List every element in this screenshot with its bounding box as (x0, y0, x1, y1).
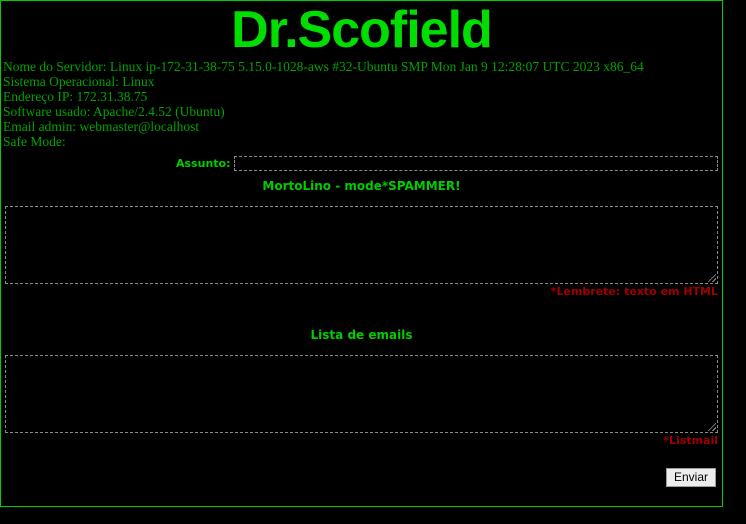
message-note: *Lembrete: texto em HTML (550, 285, 718, 298)
server-info: Nome do Servidor: Linux ip-172-31-38-75 … (1, 59, 722, 149)
resize-grip-icon[interactable] (705, 420, 716, 431)
message-textarea-wrap (5, 206, 718, 284)
server-info-line-safe-mode: Safe Mode: (3, 134, 66, 149)
emails-note: *Listmail (663, 434, 718, 447)
server-info-line-software: Software usado: Apache/2.4.52 (Ubuntu) (3, 104, 225, 119)
server-info-line-hostname: Nome do Servidor: Linux ip-172-31-38-75 … (3, 59, 644, 74)
page-title: Dr.Scofield (231, 1, 493, 59)
server-info-line-os: Sistema Operacional: Linux (3, 74, 155, 89)
message-textarea[interactable] (5, 206, 718, 284)
submit-row: Enviar (1, 468, 722, 487)
emails-textarea[interactable] (5, 355, 718, 433)
subject-row: Assunto: (176, 156, 718, 171)
resize-grip-icon[interactable] (705, 271, 716, 282)
subject-label: Assunto: (176, 157, 231, 170)
message-heading: MortoLino - mode*SPAMMER! (262, 179, 461, 193)
submit-button[interactable]: Enviar (665, 468, 716, 487)
page-frame: Dr.Scofield Nome do Servidor: Linux ip-1… (0, 0, 723, 507)
emails-textarea-wrap (5, 355, 718, 433)
emails-heading: Lista de emails (310, 328, 413, 342)
server-info-line-ip: Endereço IP: 172.31.38.75 (3, 89, 148, 104)
subject-input[interactable] (234, 156, 718, 171)
server-info-line-email-admin: Email admin: webmaster@localhost (3, 119, 200, 134)
